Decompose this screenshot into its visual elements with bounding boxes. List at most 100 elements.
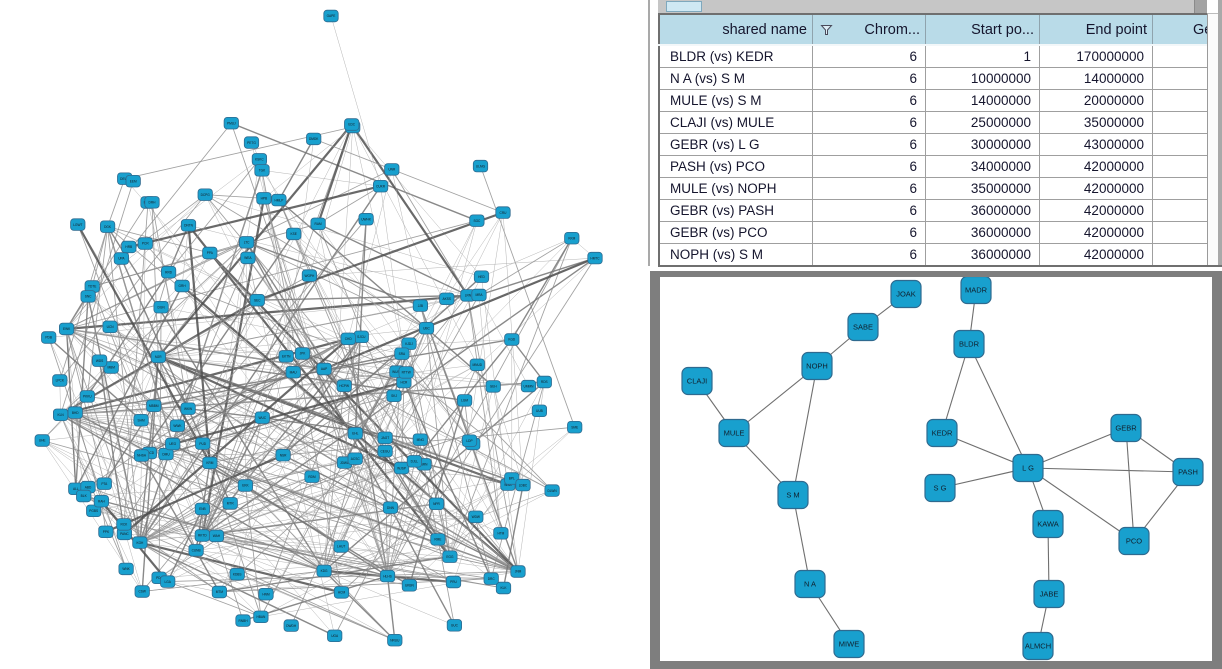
network-node-madr[interactable]: MADR (960, 277, 992, 305)
cell-start-point[interactable]: 30000000 (925, 133, 1040, 156)
network-edge[interactable] (1125, 427, 1135, 542)
cell-start-point[interactable]: 10000000 (925, 67, 1040, 90)
network-node[interactable]: WGPH (301, 269, 318, 282)
network-node[interactable]: HRB (121, 240, 137, 254)
cell-end-point[interactable]: 170000000 (1039, 44, 1153, 68)
cell-end-point[interactable]: 42000000 (1039, 155, 1153, 178)
network-node[interactable]: BLK (76, 489, 92, 503)
network-node[interactable]: RTTW (398, 366, 414, 379)
table-row[interactable]: MULE (vs) S M614000000200000007.5 (658, 89, 1222, 112)
network-node[interactable]: SME (567, 420, 583, 434)
network-node[interactable]: UMMN (520, 379, 537, 393)
network-node[interactable]: UHE (34, 434, 50, 447)
cell-shared-name[interactable]: GEBR (vs) PASH (658, 199, 813, 222)
network-node[interactable]: PPK (98, 525, 114, 539)
network-node[interactable]: NSR (275, 448, 291, 462)
network-node[interactable]: AKSS (439, 292, 455, 306)
cell-genetic[interactable]: 8.4 (1152, 221, 1222, 244)
table-row[interactable]: PASH (vs) PCO6340000004200000011.4 (658, 155, 1222, 178)
network-edge[interactable] (1027, 467, 1189, 473)
network-node-joak[interactable]: JOAK (890, 279, 922, 309)
network-edge[interactable] (968, 343, 1029, 469)
network-node[interactable]: UEG (165, 437, 181, 451)
cell-end-point[interactable]: 42000000 (1039, 221, 1153, 244)
network-node[interactable]: LDBC (515, 478, 531, 492)
network-node[interactable]: DLWN (544, 484, 560, 497)
network-node[interactable]: LGWT (70, 218, 86, 231)
network-node[interactable]: HMTC (587, 251, 603, 265)
network-node[interactable]: UWHK (358, 212, 374, 226)
cell-genetic[interactable]: 9.9 (1152, 243, 1222, 267)
network-node[interactable]: LHUT (333, 540, 349, 553)
cell-start-point[interactable]: 25000000 (925, 111, 1040, 134)
network-node[interactable]: SHM (133, 413, 149, 427)
network-node[interactable]: JPK (294, 347, 311, 360)
network-node[interactable]: ENB (194, 502, 210, 516)
cell-start-point[interactable]: 36000000 (925, 221, 1040, 244)
network-node[interactable]: RAH (93, 494, 109, 508)
network-node[interactable]: AAP (316, 362, 332, 376)
network-node[interactable]: ACSC (347, 452, 363, 465)
cell-chromosome[interactable]: 6 (812, 177, 926, 200)
network-node-pash[interactable]: PASH (1172, 457, 1204, 487)
network-node[interactable]: MTR (222, 497, 238, 510)
cell-start-point[interactable]: 34000000 (925, 155, 1040, 178)
cell-shared-name[interactable]: CLAJI (vs) MULE (658, 111, 813, 134)
network-node[interactable]: PPA (202, 246, 218, 260)
network-node[interactable]: GUC (446, 619, 463, 632)
cell-end-point[interactable]: 20000000 (1039, 89, 1153, 112)
table-row[interactable]: BLDR (vs) KEDR61170000000192.0 (658, 44, 1222, 68)
cell-end-point[interactable]: 14000000 (1039, 67, 1153, 90)
table-row[interactable]: GEBR (vs) L G6300000004300000016.9 (658, 133, 1222, 156)
cell-end-point[interactable]: 42000000 (1039, 177, 1153, 200)
network-edge[interactable] (792, 494, 811, 585)
cell-chromosome[interactable]: 6 (812, 67, 926, 90)
column-header-shared-name[interactable]: shared name (658, 13, 813, 46)
network-node[interactable]: WWK (169, 419, 185, 432)
network-node[interactable]: GRH (174, 279, 190, 293)
column-header-chromosome[interactable]: Chrom... (812, 13, 926, 46)
network-node[interactable]: NPR (428, 497, 445, 511)
network-node[interactable]: SRA (394, 347, 410, 360)
network-node-jabe[interactable]: JABE (1033, 579, 1065, 609)
cell-shared-name[interactable]: NOPH (vs) S M (658, 243, 813, 267)
network-edge[interactable] (1027, 467, 1135, 542)
network-node[interactable]: PKKU (79, 390, 95, 403)
filter-funnel-icon[interactable] (820, 24, 833, 36)
cell-chromosome[interactable]: 6 (812, 199, 926, 222)
network-node[interactable]: RRD (160, 265, 177, 279)
network-node[interactable]: WDS (92, 354, 108, 367)
scrollbar-corner-button[interactable] (1194, 0, 1207, 13)
network-node[interactable]: UGA (327, 629, 343, 643)
cell-shared-name[interactable]: GEBR (vs) L G (658, 133, 813, 156)
network-node[interactable]: HLHS (379, 569, 396, 583)
network-node-claji[interactable]: CLAJI (681, 366, 713, 396)
network-node[interactable]: RKTD (194, 529, 210, 542)
cell-end-point[interactable]: 42000000 (1039, 243, 1153, 267)
network-node[interactable]: KJDJ (401, 337, 417, 350)
cell-shared-name[interactable]: BLDR (vs) KEDR (658, 44, 813, 68)
network-node[interactable]: PCR (137, 237, 153, 250)
network-node-l-g[interactable]: L G (1012, 453, 1044, 483)
network-node[interactable]: DCPG (197, 188, 213, 201)
network-node-pco[interactable]: PCO (1118, 526, 1150, 556)
network-node[interactable]: MTM (211, 585, 227, 599)
cell-genetic[interactable]: 6.6 (1152, 67, 1222, 90)
network-node[interactable]: EGG (442, 550, 458, 563)
network-node[interactable]: DMDK (306, 132, 322, 146)
network-node[interactable]: KSKC (251, 153, 267, 166)
network-node-noph[interactable]: NOPH (801, 351, 833, 381)
network-edge[interactable] (941, 343, 970, 434)
network-node[interactable]: PRU (445, 575, 462, 589)
network-node-gebr[interactable]: GEBR (1110, 413, 1142, 443)
cell-genetic[interactable]: 7.5 (1152, 89, 1222, 112)
network-node[interactable]: LDP (461, 434, 478, 447)
network-node[interactable]: WAH (208, 529, 224, 543)
network-node[interactable]: RNBH (235, 614, 251, 627)
network-node-almch[interactable]: ALMCH (1022, 631, 1054, 661)
network-node[interactable]: HBAN (253, 610, 269, 624)
cell-genetic[interactable]: 5.9 (1152, 111, 1222, 134)
network-node[interactable]: JAGT (377, 431, 393, 445)
network-edge[interactable] (1027, 427, 1127, 469)
cell-start-point[interactable]: 14000000 (925, 89, 1040, 112)
